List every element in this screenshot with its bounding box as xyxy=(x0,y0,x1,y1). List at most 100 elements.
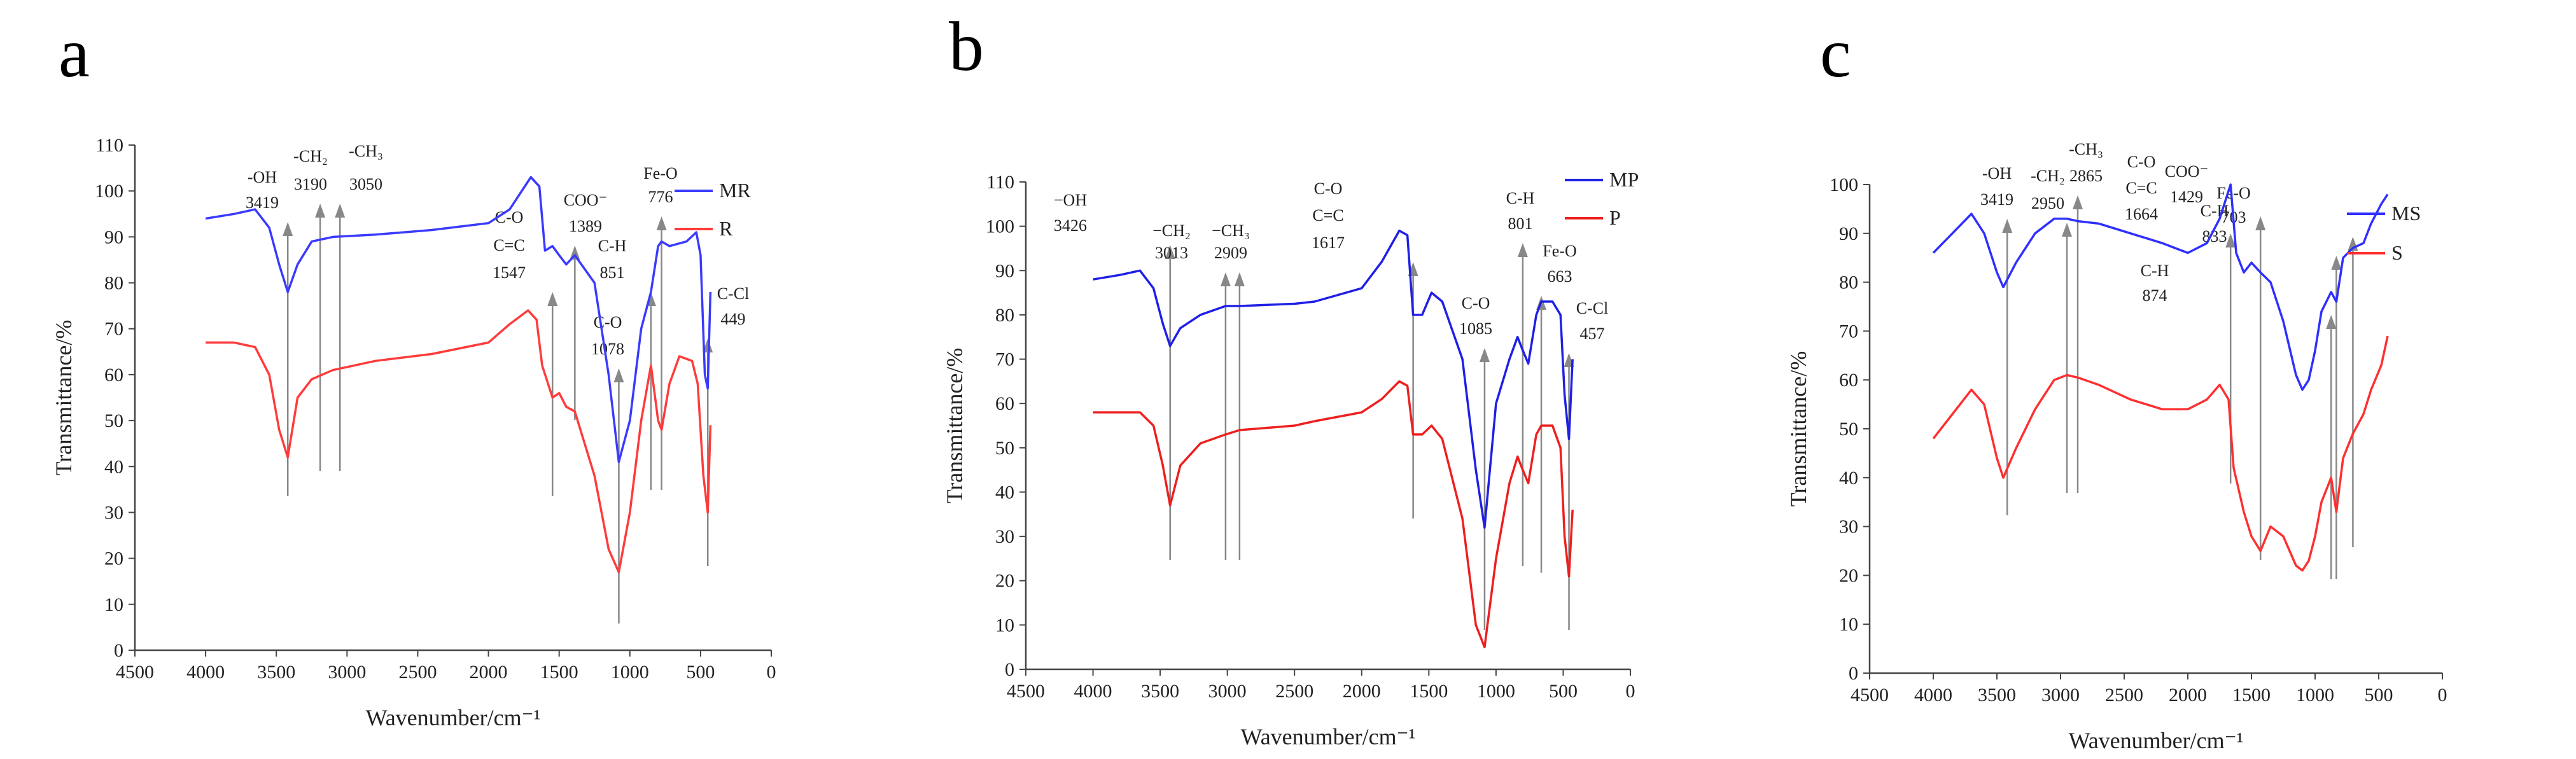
annotation-label: C=C xyxy=(1312,206,1343,225)
y-tick-label: 40 xyxy=(1839,468,1858,489)
series-line-s xyxy=(1932,335,2389,572)
annotation-label: C-Cl xyxy=(717,284,750,303)
annotation-value: 2909 xyxy=(1214,244,1247,262)
annotation-value: 3419 xyxy=(1980,190,2013,209)
annotation-label: C-H xyxy=(598,237,627,255)
legend-label: MP xyxy=(1609,168,1639,191)
x-tick-label: 4500 xyxy=(116,662,154,683)
y-tick-label: 0 xyxy=(114,640,123,661)
annotation-value: 1547 xyxy=(493,263,526,282)
annotation-value: 449 xyxy=(721,310,746,328)
y-tick-label: 40 xyxy=(104,456,123,477)
y-tick-label: 30 xyxy=(995,526,1014,547)
annotation-arrow xyxy=(656,216,667,230)
y-tick-label: 10 xyxy=(104,594,123,615)
y-tick-label: 60 xyxy=(1839,370,1858,391)
annotation-label: C=C xyxy=(493,236,524,254)
series-line-p xyxy=(1093,380,1574,648)
annotation-arrow xyxy=(2225,233,2236,247)
annotation-label: Fe-O xyxy=(1543,242,1576,260)
x-tick-label: 4000 xyxy=(1074,681,1112,702)
annotation-label: C=C xyxy=(2125,179,2157,197)
annotation-value: 874 xyxy=(2143,286,2167,305)
annotation-arrow xyxy=(613,368,624,382)
y-tick-label: 0 xyxy=(1005,659,1014,680)
annotation-label: −OH xyxy=(1054,191,1087,209)
y-axis-label: Transmittance/% xyxy=(51,320,76,476)
annotation-value: 3426 xyxy=(1054,216,1087,235)
annotation-value: 663 xyxy=(1548,267,1572,286)
annotation-value: 1617 xyxy=(1312,233,1345,252)
y-tick-label: 90 xyxy=(104,226,123,247)
annotation-arrow xyxy=(1220,272,1231,286)
annotation-label: -OH xyxy=(1982,164,2012,183)
annotation-arrow xyxy=(2326,315,2337,329)
y-tick-label: 70 xyxy=(995,349,1014,370)
annotation-label: Fe-O xyxy=(2216,184,2250,202)
annotation-value: 3013 xyxy=(1155,244,1188,262)
x-tick-label: 1000 xyxy=(2296,685,2334,706)
y-tick-label: 90 xyxy=(1839,223,1858,244)
y-tick-label: 20 xyxy=(104,548,123,569)
annotation-label: -OH xyxy=(248,168,277,186)
annotation-value: 801 xyxy=(1508,214,1533,233)
annotation-label: −CH₂ xyxy=(1152,221,1191,240)
x-tick-label: 3500 xyxy=(1978,685,2016,706)
annotation-label: C-Cl xyxy=(1576,299,1609,317)
legend-label: MS xyxy=(2391,202,2421,225)
x-tick-label: 3000 xyxy=(328,662,366,683)
x-axis-label: Wavenumber/cm⁻¹ xyxy=(1241,724,1416,749)
annotation-value: 1664 xyxy=(2125,205,2158,223)
x-tick-label: 2500 xyxy=(2105,685,2143,706)
panel-letter: b xyxy=(949,8,984,85)
y-tick-label: 0 xyxy=(1849,663,1858,684)
y-axis-label: Transmittance/% xyxy=(1786,351,1811,507)
annotation-value: 776 xyxy=(648,188,673,206)
annotation-label: C-O xyxy=(2127,153,2156,171)
x-tick-label: 3000 xyxy=(2041,685,2080,706)
y-tick-label: 100 xyxy=(986,216,1014,237)
panel-b: b 0 10 20 30 40 50 60 70 80 90 100 110 4500 4000 3500 3… xyxy=(858,0,1717,759)
annotation-label: C-H xyxy=(1506,189,1535,207)
y-tick-label: 90 xyxy=(995,260,1014,281)
x-tick-label: 4000 xyxy=(186,662,225,683)
chart-a: 0 10 20 30 40 50 60 70 80 90 100 110 4500 4000 3500 300… xyxy=(51,135,776,730)
y-tick-label: 40 xyxy=(995,482,1014,503)
annotation-value: 1085 xyxy=(1459,319,1492,338)
legend-label: MR xyxy=(719,179,751,202)
annotation-value: 2950 xyxy=(2031,194,2064,212)
annotation-value: 2865 xyxy=(2069,167,2103,185)
y-tick-label: 30 xyxy=(104,502,123,523)
y-axis-label: Transmittance/% xyxy=(942,348,967,504)
x-tick-label: 3500 xyxy=(257,662,295,683)
annotation-arrow xyxy=(315,204,326,218)
y-tick-label: 100 xyxy=(95,181,123,202)
x-tick-label: 4500 xyxy=(1851,685,1889,706)
annotation-label: C-H xyxy=(2141,261,2169,280)
annotation-value: 851 xyxy=(600,263,625,282)
chart-c: 0 10 20 30 40 50 60 70 80 90 100 4500 4000 3500 3000 25… xyxy=(1786,140,2447,753)
y-tick-label: 100 xyxy=(1830,174,1858,195)
y-tick-label: 20 xyxy=(995,571,1014,592)
annotation-value: 3419 xyxy=(246,193,279,212)
x-tick-label: 1000 xyxy=(611,662,649,683)
annotation-value: 3190 xyxy=(294,175,327,193)
panel-a: a 0 10 20 30 40 50 60 70 80 90 100 110 4500 4000 3500 3… xyxy=(0,0,858,759)
x-tick-label: 500 xyxy=(2365,685,2393,706)
x-tick-label: 4500 xyxy=(1007,681,1045,702)
panel-c: c 0 10 20 30 40 50 60 70 80 90 100 4500 4000 3500 3000… xyxy=(1717,0,2576,759)
y-tick-label: 60 xyxy=(995,393,1014,414)
x-tick-label: 1500 xyxy=(540,662,578,683)
y-tick-label: 80 xyxy=(104,273,123,294)
annotation-arrow xyxy=(1165,245,1175,259)
x-tick-label: 2000 xyxy=(2169,685,2207,706)
annotation-arrow xyxy=(703,338,713,352)
x-tick-label: 0 xyxy=(1626,681,1635,702)
panel-letter: a xyxy=(59,14,90,92)
x-axis-label: Wavenumber/cm⁻¹ xyxy=(366,705,541,730)
annotation-arrow xyxy=(2002,219,2013,233)
annotation-arrow xyxy=(1234,272,1245,286)
legend-label: R xyxy=(719,217,733,240)
y-tick-label: 110 xyxy=(986,172,1014,193)
annotation-label: Fe-O xyxy=(643,164,677,183)
